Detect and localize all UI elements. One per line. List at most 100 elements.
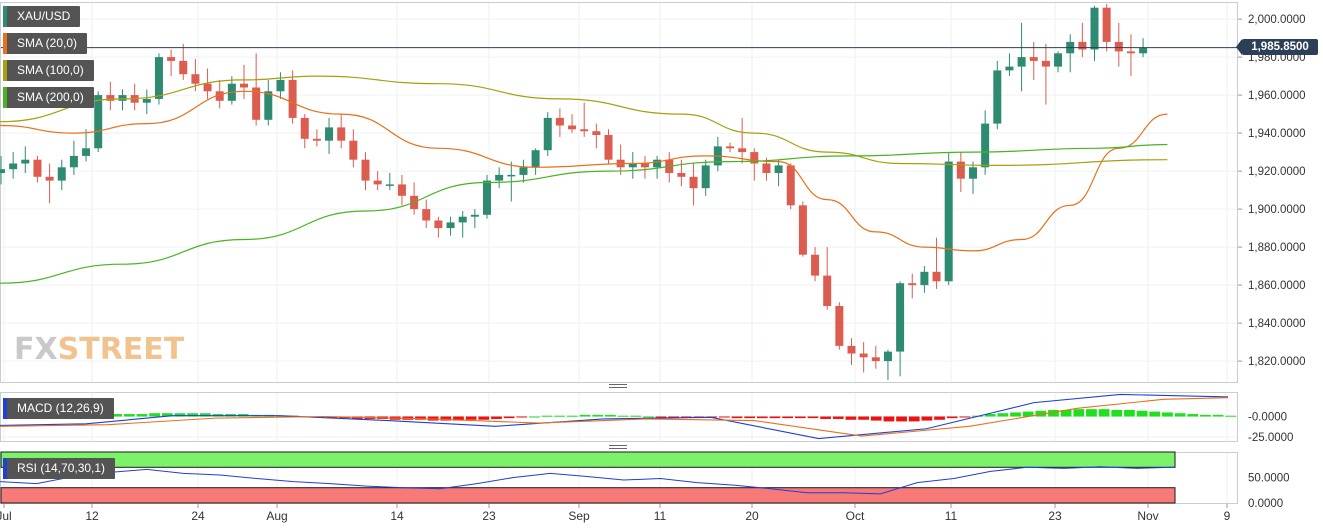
candle-body	[337, 127, 346, 141]
macd-histogram-bar	[1086, 409, 1097, 417]
macd-histogram-bar	[756, 416, 768, 419]
candle-body	[592, 131, 601, 135]
macd-histogram-bar	[149, 413, 161, 417]
candle-body	[701, 165, 710, 189]
y-tick-label: 1,940.0000	[1248, 128, 1306, 140]
macd-histogram-bar	[769, 416, 781, 419]
legend-sma100[interactable]: SMA (100,0)	[3, 60, 94, 81]
macd-histogram-bar	[579, 414, 591, 417]
rsi-y-tick-label: 0.0000	[1248, 498, 1283, 510]
fxstreet-logo: FXSTREET	[14, 332, 185, 367]
macd-histogram-bar	[642, 416, 654, 418]
macd-histogram-bar	[1073, 409, 1085, 417]
macd-histogram-bar	[858, 416, 869, 420]
x-tick-label: Aug	[266, 509, 287, 523]
macd-histogram-bar	[1174, 413, 1186, 417]
macd-histogram-bar	[845, 416, 857, 420]
macd-histogram-bar	[908, 416, 920, 422]
candle-body	[495, 174, 504, 181]
legend-sma20[interactable]: SMA (20,0)	[3, 33, 88, 54]
macd-histogram-bar	[516, 416, 528, 418]
candle-body	[179, 60, 188, 75]
candle-body	[82, 148, 91, 156]
x-tick-label: Oct	[846, 509, 865, 523]
macd-histogram-bar	[984, 414, 996, 417]
y-tick-label: 1,900.0000	[1248, 204, 1306, 216]
macd-histogram-bar	[668, 416, 680, 418]
rsi-line	[0, 466, 1175, 495]
candle-body	[1139, 47, 1148, 54]
candle-body	[252, 87, 261, 120]
candle-body	[1114, 41, 1123, 52]
x-tick-label: Sep	[568, 509, 590, 523]
candle-body	[385, 184, 394, 186]
macd-histogram-bar	[1111, 409, 1123, 417]
macd-histogram-bar	[161, 413, 173, 417]
candle-body	[969, 167, 977, 179]
macd-histogram-bar	[174, 413, 186, 417]
candle-body	[167, 57, 176, 61]
candle-body	[726, 146, 734, 149]
candle-body	[677, 173, 686, 177]
macd-histogram-bar	[794, 416, 806, 419]
candle-body	[69, 155, 78, 168]
y-tick-label: 1,880.0000	[1248, 242, 1306, 254]
candle-body	[373, 180, 382, 185]
macd-histogram-bar	[1200, 414, 1211, 417]
candle-body	[446, 222, 455, 229]
sma200-line	[0, 143, 1168, 284]
rsi-overbought-zone	[0, 451, 1176, 468]
candle-body	[483, 180, 491, 215]
candle-body	[1017, 57, 1026, 67]
macd-histogram-bar	[1022, 411, 1034, 417]
candle-body	[835, 306, 844, 346]
macd-histogram-bar	[1060, 409, 1072, 417]
candle-body	[312, 138, 321, 141]
candle-body	[920, 271, 929, 286]
macd-histogram-bar	[617, 415, 629, 417]
candle-body	[811, 254, 820, 276]
macd-histogram-bar	[123, 414, 135, 417]
current-price-tag: 1,985.8500	[1236, 39, 1318, 55]
x-tick-label: Jul	[0, 509, 12, 523]
macd-histogram-bar	[731, 416, 743, 419]
macd-histogram-bar	[959, 416, 971, 418]
macd-histogram-bar	[832, 416, 844, 419]
macd-histogram-bar	[820, 416, 831, 419]
y-tick-label: 1,860.0000	[1248, 280, 1306, 292]
pane-1	[0, 2, 1238, 383]
legend-sma200[interactable]: SMA (200,0)	[3, 87, 94, 108]
sma100-line	[0, 75, 1168, 167]
legend-macd[interactable]: MACD (12,26,9)	[3, 398, 114, 419]
candle-body	[203, 83, 212, 92]
macd-histogram-bar	[440, 416, 452, 421]
macd-histogram-bar	[1010, 412, 1021, 417]
macd-histogram-bar	[1212, 414, 1224, 417]
candle-body	[1054, 53, 1063, 67]
macd-histogram-bar	[1098, 409, 1110, 417]
candle-body	[57, 167, 66, 181]
candle-body	[349, 140, 358, 160]
macd-histogram-bar	[541, 415, 553, 417]
macd-y-tick-label: -0.0000	[1248, 412, 1287, 424]
candle-body	[859, 353, 868, 358]
macd-histogram-bar	[529, 416, 540, 418]
macd-histogram-bar	[744, 416, 756, 419]
candle-body	[264, 91, 273, 120]
x-tick-label: 23	[1048, 509, 1062, 523]
candle-body	[300, 117, 309, 139]
legend-symbol[interactable]: XAU/USD	[3, 6, 81, 27]
y-tick-label: 2,000.0000	[1248, 14, 1306, 26]
macd-y-tick-label: -25.0000	[1248, 432, 1293, 444]
candle-body	[142, 98, 151, 103]
macd-histogram-bar	[946, 416, 958, 419]
candle-body	[628, 163, 637, 168]
candle-body	[543, 117, 552, 151]
candle-body	[397, 184, 406, 196]
macd-histogram-bar	[554, 415, 566, 417]
legend-rsi[interactable]: RSI (14,70,30,1)	[3, 458, 116, 479]
sma200-swatch	[3, 87, 7, 108]
x-tick-label: 12	[85, 509, 99, 523]
x-tick-label: 23	[482, 509, 496, 523]
candle-body	[1041, 60, 1050, 67]
